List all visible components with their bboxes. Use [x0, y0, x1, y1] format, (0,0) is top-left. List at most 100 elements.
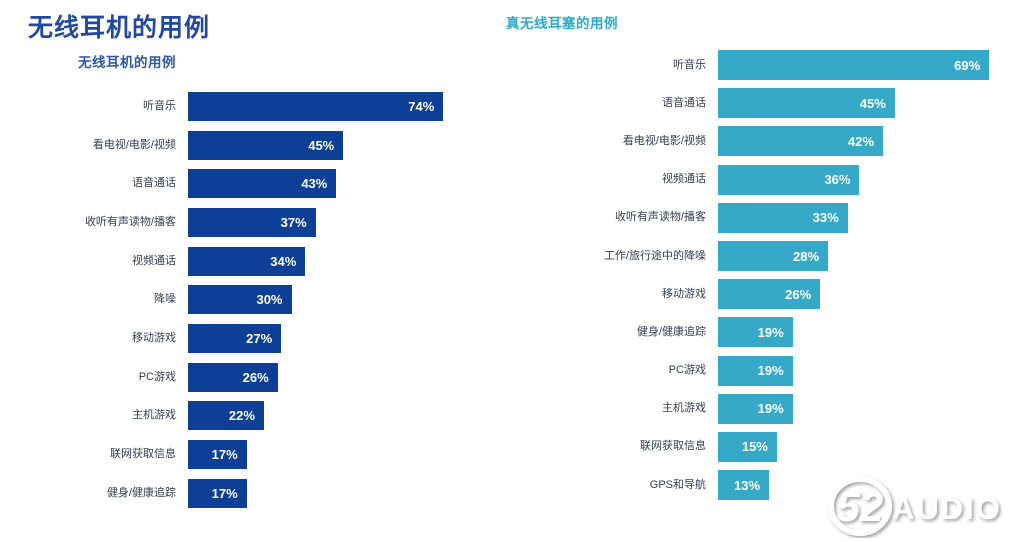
bar: 74%	[188, 91, 444, 121]
bar-row: 降噪 30%	[60, 280, 443, 319]
bar: 26%	[718, 279, 821, 310]
bar-label: 语音通话	[132, 177, 176, 190]
bar-row: 语音通话 45%	[560, 84, 989, 122]
bar: 37%	[188, 207, 316, 237]
52audio-watermark-logo: 52 AUDIO	[828, 476, 1002, 536]
bar-value: 19%	[757, 401, 784, 417]
bar-value: 13%	[734, 477, 761, 493]
bar-row: 健身/健康追踪 19%	[560, 313, 989, 351]
watermark-circle	[828, 476, 892, 536]
bar-row: 主机游戏 19%	[560, 390, 989, 428]
chart-bars-tws-earbuds: 听音乐 69% 语音通话 45% 看电视/电影/视频 42% 视频通话 36% 收听有声读物/播…	[560, 46, 990, 504]
bar-value: 37%	[280, 214, 307, 230]
bar: 19%	[718, 393, 793, 424]
bar-row: 收听有声读物/播客 33%	[560, 199, 989, 237]
bar-row: 视频通话 36%	[560, 161, 989, 199]
bar-row: 语音通话 43%	[60, 164, 443, 203]
bar-label: 语音通话	[662, 96, 706, 109]
bar-row: 移动游戏 27%	[60, 319, 443, 358]
bar-label: 收听有声读物/播客	[84, 215, 176, 228]
bar-row: PC游戏 26%	[60, 358, 443, 397]
bar-label: 工作/旅行途中的降噪	[603, 249, 706, 262]
bar-value: 26%	[242, 369, 269, 385]
bar-value: 22%	[228, 408, 255, 424]
page-title: 无线耳机的用例	[28, 14, 211, 42]
chart-title-tws-earbuds: 真无线耳塞的用例	[506, 16, 618, 31]
bar-value: 26%	[785, 286, 812, 302]
bar-value: 19%	[757, 363, 784, 379]
bar: 19%	[718, 355, 793, 386]
bar-label: 视频通话	[132, 254, 176, 267]
bar: 17%	[188, 478, 247, 508]
bar-row: 看电视/电影/视频 42%	[560, 122, 989, 160]
bar-label: 降噪	[154, 293, 176, 306]
chart-title-wireless-headphones: 无线耳机的用例	[78, 55, 176, 70]
bar: 42%	[718, 126, 884, 157]
bar-row: 看电视/电影/视频 45%	[60, 126, 443, 165]
bar-label: 主机游戏	[132, 409, 176, 422]
chart-bars-wireless-headphones: 听音乐 74% 看电视/电影/视频 45% 语音通话 43% 收听有声读物/播客 37% 视频通…	[60, 87, 444, 513]
bar-row: GPS和导航 13%	[560, 466, 989, 504]
bar-label: 移动游戏	[132, 331, 176, 344]
bar-value: 28%	[793, 248, 820, 264]
watermark-52: 52	[837, 483, 884, 530]
bar-value: 27%	[246, 330, 273, 346]
bar-row: 联网获取信息 17%	[60, 435, 443, 474]
bar: 36%	[718, 164, 860, 195]
bar-label: 健身/健康追踪	[636, 325, 706, 338]
bar: 26%	[188, 362, 278, 392]
bar-value: 17%	[211, 485, 238, 501]
bar-row: 主机游戏 22%	[60, 397, 443, 436]
bar-value: 33%	[812, 210, 839, 226]
bar-value: 42%	[848, 133, 875, 149]
bar-label: 听音乐	[673, 58, 706, 71]
bar: 27%	[188, 323, 282, 353]
bar-label: 听音乐	[143, 99, 176, 112]
bar-value: 15%	[741, 439, 768, 455]
bar-label: 联网获取信息	[640, 440, 706, 453]
bar-value: 45%	[308, 137, 335, 153]
bar-label: 视频通话	[662, 173, 706, 186]
bar-label: PC游戏	[668, 364, 706, 377]
bar-row: 移动游戏 26%	[560, 275, 989, 313]
bar-row: 听音乐 74%	[60, 87, 444, 126]
bar-label: PC游戏	[138, 370, 176, 383]
bar: 33%	[718, 202, 848, 233]
bar: 45%	[718, 88, 895, 119]
bar-label: 收听有声读物/播客	[614, 211, 706, 224]
bar-label: 看电视/电影/视频	[92, 138, 176, 151]
bar-row: 工作/旅行途中的降噪 28%	[560, 237, 989, 275]
bar: 19%	[718, 317, 793, 348]
bar-row: 收听有声读物/播客 37%	[60, 203, 443, 242]
bar: 69%	[718, 50, 990, 81]
bar-row: PC游戏 19%	[560, 352, 989, 390]
bar-value: 34%	[270, 253, 297, 269]
bar-value: 30%	[256, 292, 283, 308]
bar-label: 健身/健康追踪	[106, 486, 176, 499]
bar-label: GPS和导航	[649, 478, 706, 491]
bar-value: 19%	[757, 324, 784, 340]
bar-label: 主机游戏	[662, 402, 706, 415]
bar: 30%	[188, 285, 292, 315]
bar-value: 74%	[408, 98, 435, 114]
bar: 15%	[718, 431, 777, 462]
bar: 34%	[188, 246, 306, 276]
watermark-audio: AUDIO	[892, 491, 1002, 526]
bar-row: 听音乐 69%	[560, 46, 990, 84]
bar-label: 移动游戏	[662, 287, 706, 300]
bar-value: 69%	[954, 57, 981, 73]
bar: 45%	[188, 130, 344, 160]
bar: 22%	[188, 401, 264, 431]
bar-label: 联网获取信息	[110, 448, 176, 461]
bar: 13%	[718, 470, 770, 501]
bar-value: 45%	[859, 95, 886, 111]
bar-label: 看电视/电影/视频	[622, 134, 706, 147]
bar-value: 43%	[301, 176, 328, 192]
bar-value: 36%	[824, 172, 851, 188]
bar-row: 联网获取信息 15%	[560, 428, 989, 466]
bar-value: 17%	[211, 447, 238, 463]
bar-row: 视频通话 34%	[60, 242, 443, 281]
bar-row: 健身/健康追踪 17%	[60, 474, 443, 513]
bar: 28%	[718, 241, 829, 272]
bar: 43%	[188, 169, 337, 199]
